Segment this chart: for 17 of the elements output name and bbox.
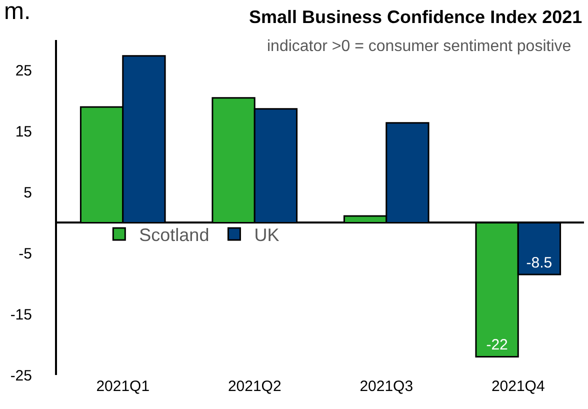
y-tick-label: -15 (10, 306, 32, 324)
data-label: -22 (486, 336, 508, 354)
x-tick-label: 2021Q1 (96, 378, 150, 395)
legend-label: Scotland (139, 225, 210, 246)
legend-label: UK (254, 225, 280, 246)
chart-subtitle: indicator >0 = consumer sentiment positive (267, 38, 572, 55)
y-tick-label: -5 (18, 245, 32, 262)
x-tick-label: 2021Q3 (360, 378, 414, 395)
x-tick-label: 2021Q4 (491, 378, 545, 395)
y-tick-label: -25 (10, 367, 32, 384)
y-tick-label: 5 (24, 184, 32, 202)
chart-title: Small Business Confidence Index 2021 (249, 7, 582, 27)
y-tick-label: 15 (15, 124, 32, 141)
y-tick-label: 25 (15, 62, 32, 80)
data-label: -8.5 (526, 254, 552, 272)
x-tick-label: 2021Q2 (228, 378, 282, 395)
text: m. (4, 0, 31, 25)
